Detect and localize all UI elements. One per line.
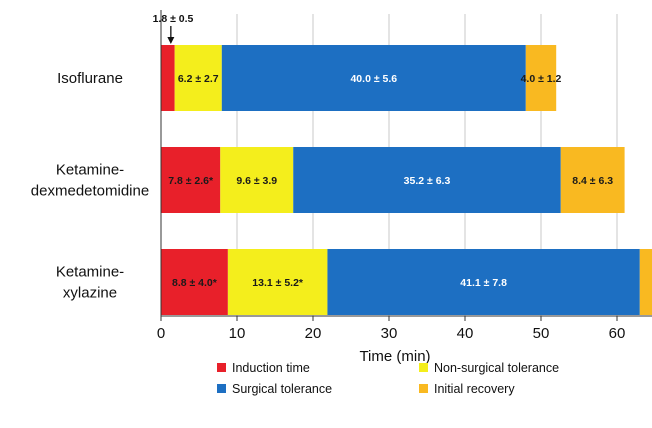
- legend-swatch: [217, 363, 226, 372]
- bar-segment: [525, 45, 557, 111]
- legend-label: Non-surgical tolerance: [434, 361, 559, 375]
- x-tick-label: 10: [229, 325, 246, 342]
- x-tick-label: 0: [157, 325, 165, 342]
- bar-segment: [161, 147, 221, 213]
- data-label: 9.6 ± 3.9: [236, 175, 277, 187]
- bar-segment: [174, 45, 222, 111]
- data-label: 4.0 ± 1.2: [521, 73, 562, 85]
- category-label: Ketamine-xylazine: [56, 264, 124, 302]
- x-tick-label: 40: [457, 325, 474, 342]
- data-label: 8.4 ± 6.3: [572, 175, 613, 187]
- x-tick-label: 30: [381, 325, 398, 342]
- data-label: 7.8 ± 2.6*: [168, 175, 214, 187]
- x-tick-label: 50: [533, 325, 550, 342]
- data-label: 41.1 ± 7.8: [460, 277, 507, 289]
- data-label: 8.8 ± 4.0*: [172, 277, 218, 289]
- category-label: Ketamine-dexmedetomidine: [31, 162, 149, 200]
- bar-segment: [227, 249, 328, 315]
- legend-swatch: [419, 384, 428, 393]
- annotation-arrowhead: [167, 37, 175, 44]
- bar-segment: [293, 147, 561, 213]
- data-label: 35.2 ± 6.3: [404, 175, 451, 187]
- x-tick-label: 20: [305, 325, 322, 342]
- legend-label: Surgical tolerance: [232, 382, 332, 396]
- bar-segment: [221, 45, 526, 111]
- category-label: Isoflurane: [57, 70, 123, 87]
- legend-swatch: [419, 363, 428, 372]
- bar-segment: [220, 147, 294, 213]
- data-label: 40.0 ± 5.6: [350, 73, 397, 85]
- data-label: 13.1 ± 5.2*: [252, 277, 304, 289]
- bar-segment: [161, 45, 175, 111]
- category-labels: Isoflurane Ketamine-dexmedetomidine Ketami…: [31, 70, 149, 302]
- legend-label: Induction time: [232, 361, 310, 375]
- bars: 6.2 ± 2.7 40.0 ± 5.6 4.0 ± 1.2 7.8 ± 2.6* 9.…: [161, 45, 652, 315]
- legend: Induction time Non-surgical tolerance Surg…: [217, 361, 559, 396]
- bar-segment: [560, 147, 625, 213]
- bar-segment: [327, 249, 640, 315]
- annotation: 1.8 ± 0.5: [153, 13, 194, 44]
- legend-swatch: [217, 384, 226, 393]
- legend-label: Initial recovery: [434, 382, 515, 396]
- annotation-label: 1.8 ± 0.5: [153, 13, 194, 25]
- x-axis: 010203040506070Time (min): [157, 10, 652, 365]
- data-label: 6.2 ± 2.7: [178, 73, 219, 85]
- x-tick-label: 60: [609, 325, 626, 342]
- bar-segment: [161, 249, 228, 315]
- x-axis-title: Time (min): [359, 348, 430, 365]
- bar-segment: [639, 249, 652, 315]
